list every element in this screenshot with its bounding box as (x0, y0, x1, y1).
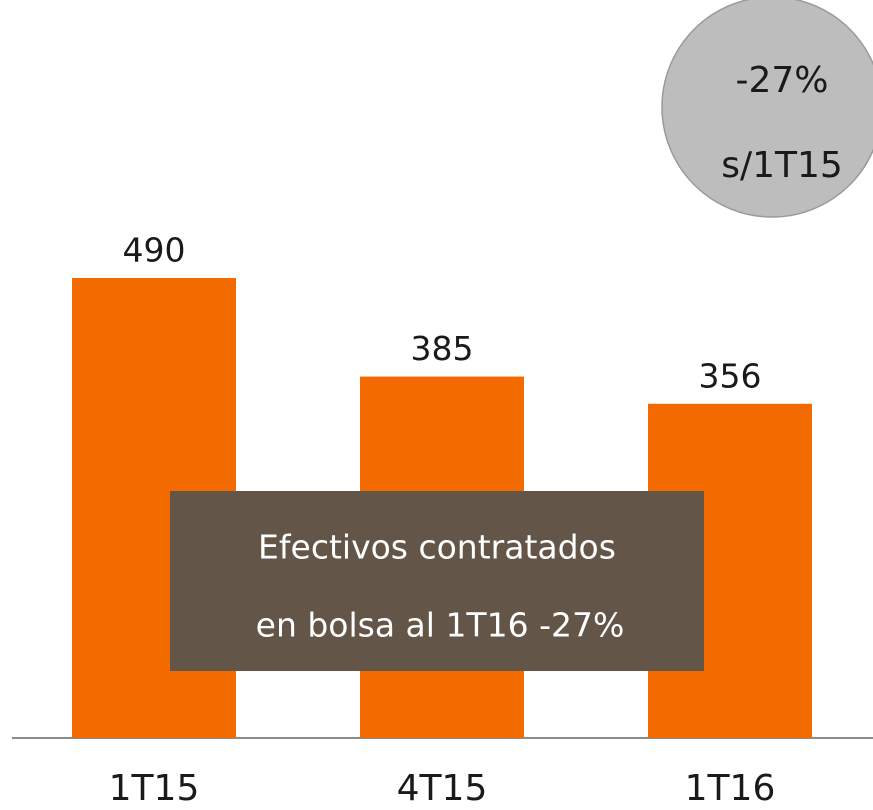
callout-box (170, 491, 704, 671)
value-label: 385 (411, 329, 474, 368)
x-tick-label: 1T15 (109, 768, 200, 809)
callout-text: Efectivos contratados (258, 528, 616, 567)
x-tick-label: 1T16 (685, 768, 776, 809)
badge-text: -27% (735, 60, 828, 101)
badge-text: s/1T15 (721, 145, 843, 186)
x-tick-label: 4T15 (397, 768, 488, 809)
value-label: 490 (123, 231, 186, 270)
bars: 490 385 356 (72, 231, 812, 738)
value-label: 356 (699, 356, 762, 395)
callout-text: en bolsa al 1T16 -27% (256, 606, 625, 645)
badge-circle (661, 0, 873, 218)
